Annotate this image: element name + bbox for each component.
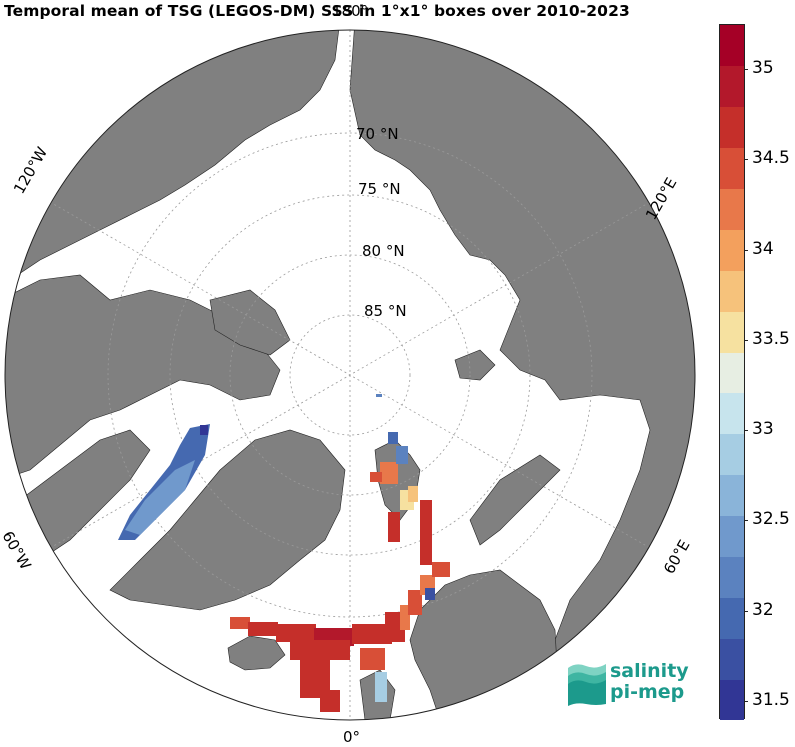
colorbar-segment <box>720 392 744 435</box>
colorbar-tick-label: 34.5 <box>752 148 790 169</box>
colorbar-segment <box>720 270 744 312</box>
colorbar-tick-mark <box>744 249 748 251</box>
colorbar-segment <box>720 65 744 108</box>
colorbar-segment <box>720 311 744 353</box>
colorbar-tick-label: 32.5 <box>752 509 790 530</box>
logo-text-pi-mep: pi-mep <box>610 681 685 703</box>
colorbar-tick-mark <box>744 430 748 432</box>
colorbar-tick-mark <box>744 700 748 702</box>
eurasia-landmass <box>349 30 695 720</box>
colorbar-tick-label: 35 <box>752 58 774 79</box>
colorbar-tick-mark <box>744 610 748 612</box>
colorbar-segment <box>720 352 744 394</box>
colorbar-tick-mark <box>744 339 748 341</box>
colorbar-segment <box>720 147 744 190</box>
lon-label-0: 0° <box>343 728 361 746</box>
lat-label-80: 80 °N <box>362 242 405 260</box>
colorbar-tick-label: 33 <box>752 419 774 440</box>
logo-text-salinity: salinity <box>610 660 689 682</box>
colorbar-segment <box>720 229 744 271</box>
colorbar-tick-label: 33.5 <box>752 328 790 349</box>
colorbar-segment <box>720 679 744 721</box>
colorbar-segment <box>720 638 744 680</box>
map-boundary <box>4 29 696 721</box>
colorbar-segment <box>720 597 744 639</box>
colorbar-tick-label: 34 <box>752 238 774 259</box>
salinity-pi-mep-logo: salinity pi-mep <box>566 660 698 708</box>
canadian-archipelago <box>5 274 281 481</box>
franz-josef-land <box>454 349 496 381</box>
colorbar-segment <box>720 433 744 476</box>
colorbar-tick-label: 31.5 <box>752 689 790 710</box>
colorbar-segment <box>720 106 744 149</box>
map-title: Temporal mean of TSG (LEGOS-DM) SSS in 1… <box>4 2 630 20</box>
lat-label-85: 85 °N <box>364 302 407 320</box>
colorbar-tick-mark <box>744 69 748 71</box>
colorbar-segment <box>720 515 744 557</box>
colorbar-segment <box>720 556 744 598</box>
colorbar-segment <box>720 25 744 67</box>
iceland <box>227 635 286 671</box>
lat-label-70: 70 °N <box>356 125 399 143</box>
colorbar-tick-label: 32 <box>752 599 774 620</box>
greenland <box>109 429 346 611</box>
colorbar-segment <box>720 188 744 230</box>
logo-wave-icon <box>568 664 606 706</box>
sss-data-boxes <box>118 394 450 712</box>
colorbar-tick-mark <box>744 159 748 161</box>
ellesmere-island <box>209 289 291 356</box>
colorbar-tick-mark <box>744 520 748 522</box>
novaya-zemlya <box>469 454 561 546</box>
colorbar-segment <box>720 474 744 517</box>
lat-label-75: 75 °N <box>358 180 401 198</box>
colorbar <box>719 24 745 721</box>
lon-label-180: 180° <box>332 2 369 20</box>
